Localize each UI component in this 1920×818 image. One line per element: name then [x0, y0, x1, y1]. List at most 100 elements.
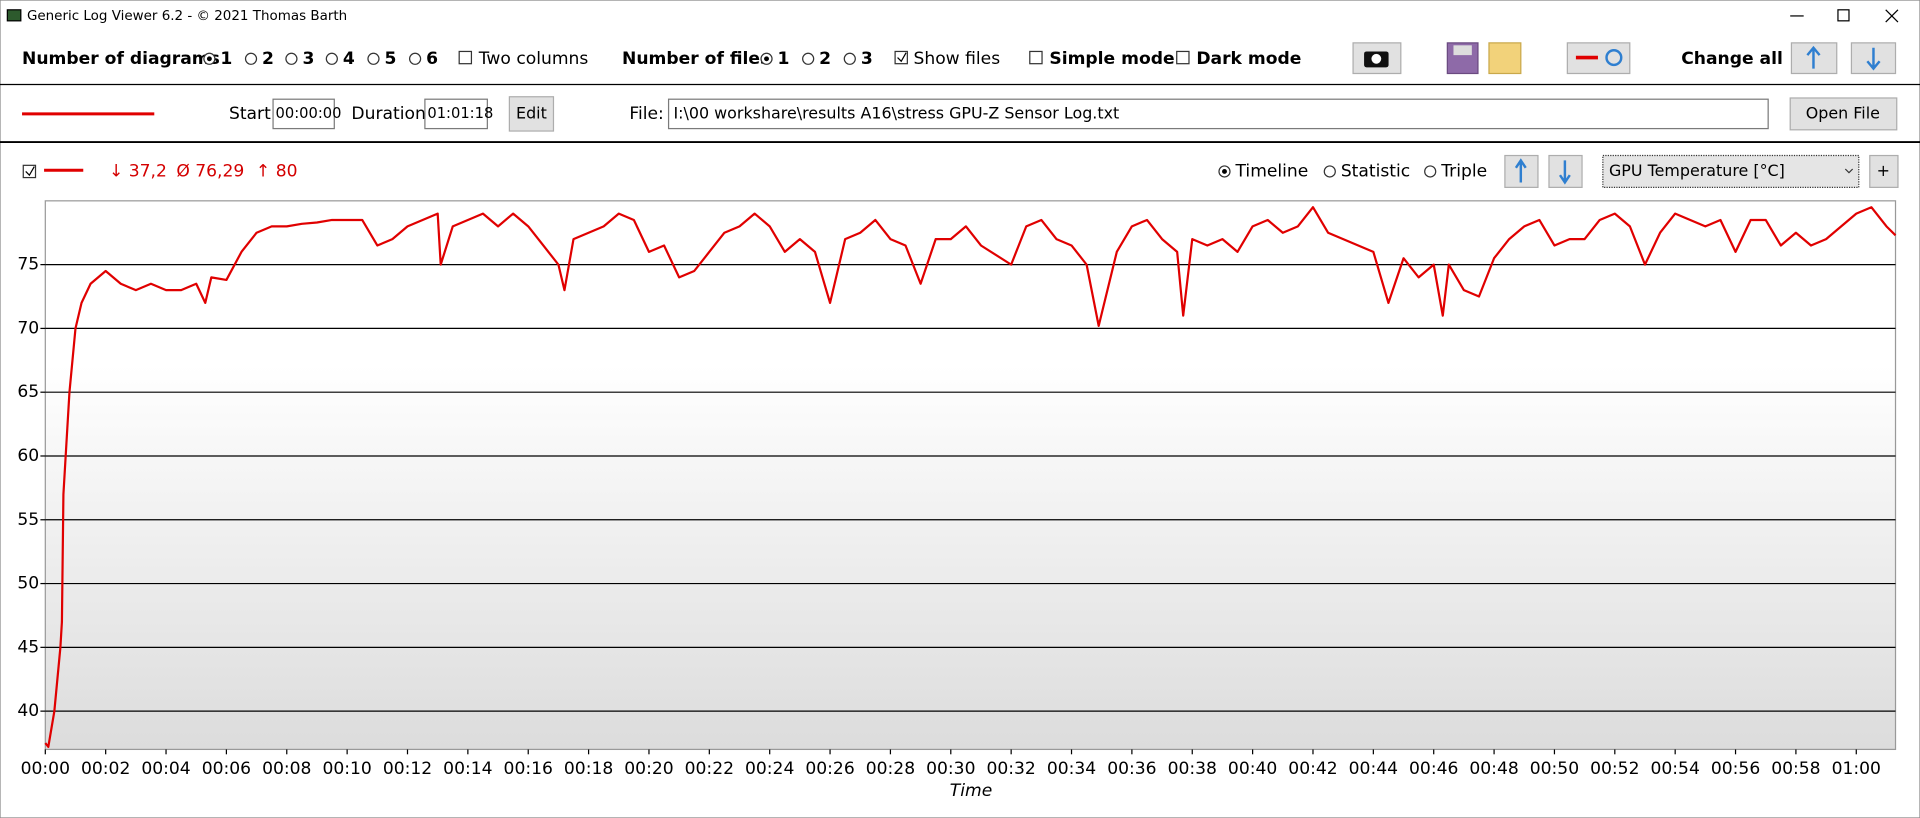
- x-tick-label: 00:26: [805, 759, 854, 779]
- dark-mode-label: Dark mode: [1196, 49, 1301, 69]
- start-value: 00:00:00: [276, 105, 342, 122]
- y-tick-label: 50: [17, 574, 39, 594]
- x-tick-label: 00:12: [383, 759, 432, 779]
- change-all-label: Change all: [1681, 49, 1783, 69]
- radio-button[interactable]: [1424, 165, 1437, 178]
- x-tick-label: 00:54: [1650, 759, 1699, 779]
- x-tick-label: 00:16: [504, 759, 553, 779]
- y-tick-label: 40: [17, 701, 39, 721]
- radio-button[interactable]: [802, 52, 815, 65]
- radio-button[interactable]: [843, 52, 856, 65]
- radio-label: 5: [384, 49, 396, 69]
- duration-value: 01:01:18: [427, 105, 493, 122]
- files-label: Number of files: [622, 49, 770, 69]
- two-columns-checkbox[interactable]: [458, 50, 473, 65]
- two-columns-label: Two columns: [478, 49, 589, 69]
- radio-button[interactable]: [408, 52, 422, 65]
- data-line: [44, 206, 1897, 748]
- close-button[interactable]: [1885, 9, 1899, 23]
- up-arrow: [1806, 45, 1821, 69]
- radio-label: 2: [262, 49, 274, 69]
- x-tick-label: 00:36: [1107, 759, 1156, 779]
- show-files-label: Show files: [913, 49, 1000, 69]
- x-tick-label: 00:14: [443, 759, 492, 779]
- check-mark: [25, 166, 35, 177]
- radio-button[interactable]: [325, 52, 338, 65]
- plot-area: [44, 200, 1897, 751]
- radio-dot: [206, 56, 212, 62]
- x-tick-label: 00:24: [745, 759, 794, 779]
- radio-button[interactable]: [367, 52, 380, 65]
- avg-stat: Ø 76,29: [176, 161, 244, 181]
- duration-input[interactable]: [424, 98, 488, 130]
- radio-label: 1: [778, 49, 790, 69]
- radio-label: 1: [220, 49, 232, 69]
- x-axis-title: Time: [950, 781, 992, 801]
- file-path-input[interactable]: [667, 98, 1769, 130]
- radio-dot: [1222, 169, 1227, 174]
- x-tick-label: 00:56: [1711, 759, 1760, 779]
- add-label: +: [1877, 161, 1890, 180]
- x-tick-label: 00:22: [685, 759, 734, 779]
- radio-button[interactable]: [285, 52, 298, 65]
- x-tick-label: 00:00: [21, 759, 70, 779]
- x-tick-label: 00:34: [1047, 759, 1096, 779]
- refresh-icon: [1605, 48, 1623, 67]
- radio-label: 3: [861, 49, 873, 69]
- x-tick-label: 00:08: [262, 759, 311, 779]
- radio-button[interactable]: [244, 52, 258, 65]
- chart: Time 40 45 50 55 60 65 70 75 00:00 00:02 00:04 00:0…: [17, 200, 1897, 801]
- file-label: File:: [629, 104, 663, 124]
- show-files-checkbox[interactable]: [894, 50, 908, 65]
- dark-mode-checkbox[interactable]: [1176, 50, 1190, 65]
- start-label: Start:: [229, 104, 277, 124]
- x-tick-label: 00:50: [1530, 759, 1579, 779]
- file-path: I:\00 workshare\results A16\stress GPU-Z…: [673, 103, 1119, 122]
- x-tick-label: 00:46: [1409, 759, 1458, 779]
- simple-mode-checkbox[interactable]: [1029, 50, 1043, 65]
- x-tick-label: 00:42: [1288, 759, 1337, 779]
- dropdown-arrow: [1844, 168, 1854, 174]
- simple-mode-label: Simple mode: [1049, 49, 1174, 69]
- x-tick-label: 00:04: [141, 759, 190, 779]
- radio-label: 4: [343, 49, 355, 69]
- x-tick-label: 00:44: [1349, 759, 1398, 779]
- up-arrow: [1514, 158, 1527, 183]
- radio-label: 2: [819, 49, 831, 69]
- y-tick-label: 65: [17, 382, 39, 402]
- radio-label: 6: [426, 49, 438, 69]
- y-tick-label: 60: [17, 446, 39, 466]
- x-tick-label: 00:02: [81, 759, 130, 779]
- x-tick-label: 00:10: [322, 759, 371, 779]
- x-tick-label: 00:58: [1771, 759, 1820, 779]
- x-tick-label: 01:00: [1832, 759, 1881, 779]
- edit-button[interactable]: [508, 96, 555, 132]
- camera-lens: [1371, 53, 1382, 64]
- x-tick-label: 00:40: [1228, 759, 1277, 779]
- add-button[interactable]: [1869, 154, 1899, 188]
- y-tick-label: 45: [17, 637, 39, 657]
- app-icon: [6, 9, 22, 22]
- maximize-button[interactable]: [1837, 9, 1850, 22]
- max-stat: ↑ 80: [256, 161, 298, 181]
- check-mark: [897, 52, 907, 63]
- open-folder-button[interactable]: [1488, 42, 1522, 75]
- down-arrow: [1558, 160, 1571, 185]
- start-input[interactable]: [272, 98, 335, 130]
- diagrams-label: Number of diagrams: [22, 49, 220, 69]
- x-tick-label: 00:28: [866, 759, 915, 779]
- radio-label: 3: [302, 49, 314, 69]
- x-tick-label: 00:20: [624, 759, 673, 779]
- sensor-value: GPU Temperature [°C]: [1609, 161, 1785, 180]
- x-tick-label: 00:52: [1590, 759, 1639, 779]
- radio-button[interactable]: [1323, 165, 1336, 178]
- open-file-button[interactable]: [1789, 97, 1898, 131]
- duration-label: Duration:: [351, 104, 431, 124]
- min-stat: ↓ 37,2: [109, 161, 167, 181]
- x-tick-label: 00:48: [1469, 759, 1518, 779]
- series-checkbox[interactable]: [22, 164, 37, 179]
- x-tick-label: 00:06: [202, 759, 251, 779]
- radio-label: Timeline: [1235, 161, 1309, 181]
- sensor-dropdown[interactable]: [1602, 154, 1860, 188]
